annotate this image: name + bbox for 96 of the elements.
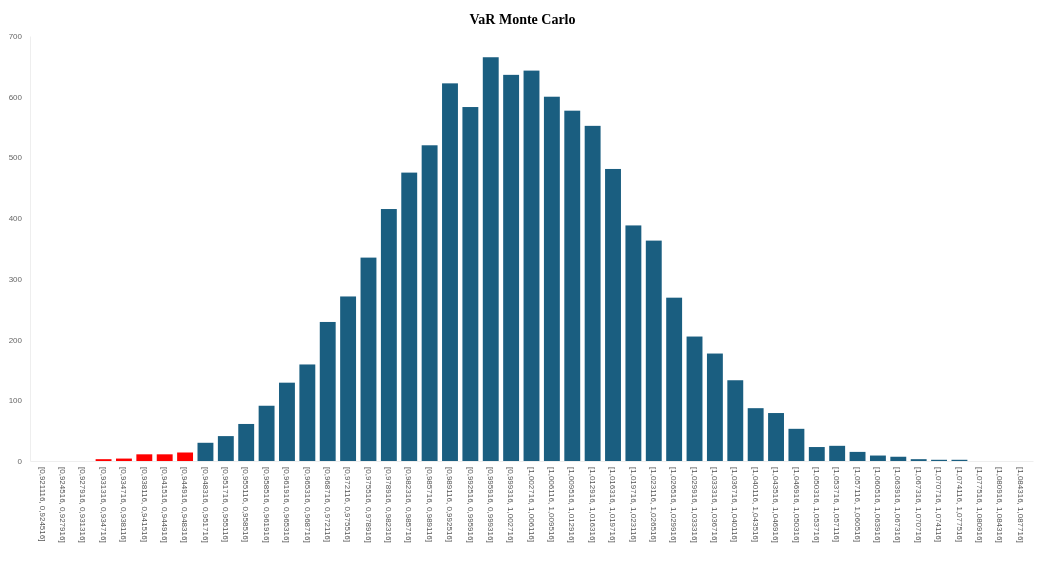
bar (747, 408, 764, 461)
bar (360, 257, 377, 461)
bar (788, 428, 805, 461)
bar (808, 447, 825, 461)
x-tick-label: [1,040116, 1,043516] (750, 467, 760, 543)
bar (768, 413, 784, 461)
bar (442, 83, 458, 461)
bar (666, 297, 683, 461)
x-tick-label: [1,050316, 1,053716] (811, 467, 821, 543)
x-tick-label: [0,948316, 0,951716] (200, 467, 210, 543)
bar (605, 168, 621, 461)
bar (849, 451, 866, 461)
bar (503, 74, 520, 461)
y-tick-label: 300 (8, 274, 23, 284)
x-tick-label: [1,077516, 1,080916] (975, 467, 985, 543)
y-tick-label: 700 (8, 32, 23, 42)
bar (727, 380, 744, 461)
bar (340, 296, 357, 461)
bar (258, 405, 275, 461)
bar (177, 452, 194, 461)
x-tick-label: [1,036716, 1,040116] (730, 467, 740, 543)
bar (319, 321, 336, 461)
bar (380, 209, 397, 461)
bar (706, 353, 723, 461)
bar (421, 145, 438, 461)
x-tick-label: [0,975516, 0,978916] (363, 467, 373, 543)
x-tick-label: [1,043516, 1,046916] (771, 467, 781, 543)
bar (890, 456, 907, 461)
x-tick-label: [1,057116, 1,060516] (852, 467, 862, 543)
x-tick-label: [0,985716, 0,989116] (424, 467, 434, 543)
y-tick-label: 500 (8, 153, 23, 163)
y-tick-label: 400 (8, 214, 23, 224)
x-tick-label: [1,023116, 1,026516] (648, 467, 658, 543)
x-tick-label: [1,019716, 1,023116] (628, 467, 638, 543)
bar (299, 364, 316, 461)
x-tick-label: [0,978916, 0,982316] (384, 467, 394, 543)
x-tick-label: [1,002716, 1,006116] (526, 467, 536, 543)
x-tick-label: [0,931316, 0,934716] (98, 467, 108, 543)
x-tick-label: [1,053716, 1,057116] (832, 467, 842, 543)
x-tick-label: [1,067316, 1,070716] (913, 467, 923, 543)
bar (686, 336, 703, 461)
y-tick-label: 100 (8, 396, 23, 406)
x-tick-label: [1,026516, 1,029916] (669, 467, 679, 543)
bar (625, 225, 642, 461)
x-tick-label: [1,074116, 1,077516] (954, 467, 964, 543)
bar (156, 454, 173, 461)
x-tick-label: [1,070716, 1,074116] (934, 467, 944, 543)
bar (462, 107, 479, 461)
x-tick-label: [0,989116, 0,992516] (445, 467, 455, 543)
x-tick-label: [0,921116, 0,924516] (37, 467, 47, 542)
bar (197, 442, 214, 461)
chart-title: VaR Monte Carlo (469, 12, 576, 27)
bar (482, 57, 499, 461)
x-tick-label: [0,924516, 0,927916] (58, 467, 68, 543)
y-tick-label: 200 (8, 335, 23, 345)
bar (543, 96, 560, 461)
x-tick-label: [0,927916, 0,931316] (78, 467, 88, 543)
x-tick-label: [0,958516, 0,961916] (261, 467, 271, 543)
x-tick-label: [0,934716, 0,938116] (119, 467, 129, 543)
x-tick-label: [1,009516, 1,012916] (567, 467, 577, 543)
x-tick-label: [0,955116, 0,958516] (241, 467, 251, 543)
x-tick-label: [0,961916, 0,965316] (282, 467, 292, 543)
x-tick-label: [1,016316, 1,019716] (608, 467, 618, 543)
bar (523, 70, 540, 461)
x-tick-label: [0,982316, 0,985716] (404, 467, 414, 543)
bar (564, 110, 581, 461)
x-tick-label: [1,063916, 1,067316] (893, 467, 903, 543)
bar (829, 445, 846, 461)
y-tick-label: 600 (8, 92, 23, 102)
x-tick-label: [1,046916, 1,050316] (791, 467, 801, 543)
x-tick-label: [1,029916, 1,033316] (689, 467, 699, 543)
bar (401, 172, 418, 461)
x-tick-label: [1,084316, 1,087716] (1015, 467, 1025, 543)
x-tick-label: [1,080916, 1,084316] (995, 467, 1005, 543)
bar (279, 382, 295, 461)
x-tick-label: [1,060516, 1,063916] (873, 467, 883, 543)
x-tick-label: [0,968716, 0,972116] (322, 467, 332, 543)
x-tick-label: [1,033316, 1,036716] (710, 467, 720, 543)
x-tick-label: [0,965316, 0,968716] (302, 467, 312, 543)
x-tick-label: [0,938116, 0,941516] (139, 467, 149, 543)
x-tick-label: [0,944916, 0,948316] (180, 467, 190, 543)
bar (584, 125, 601, 461)
x-tick-label: [1,006116, 1,009516] (547, 467, 557, 543)
y-tick-label: 0 (17, 457, 23, 467)
x-tick-label: [0,995916, 0,999316] (485, 467, 495, 543)
x-tick-label: [0,999316, 1,002716] (506, 467, 516, 543)
bar (136, 454, 153, 461)
bar (238, 423, 255, 461)
bar (217, 436, 234, 461)
x-tick-label: [0,972116, 0,975516] (343, 467, 353, 543)
bar (869, 455, 886, 461)
x-tick-label: [0,992516, 0,995916] (465, 467, 475, 543)
bar (645, 240, 662, 461)
x-tick-label: [1,012916, 1,016316] (587, 467, 597, 543)
x-tick-label: [0,951716, 0,955116] (221, 467, 231, 543)
x-tick-label: [0,941516, 0,944916] (159, 467, 169, 543)
